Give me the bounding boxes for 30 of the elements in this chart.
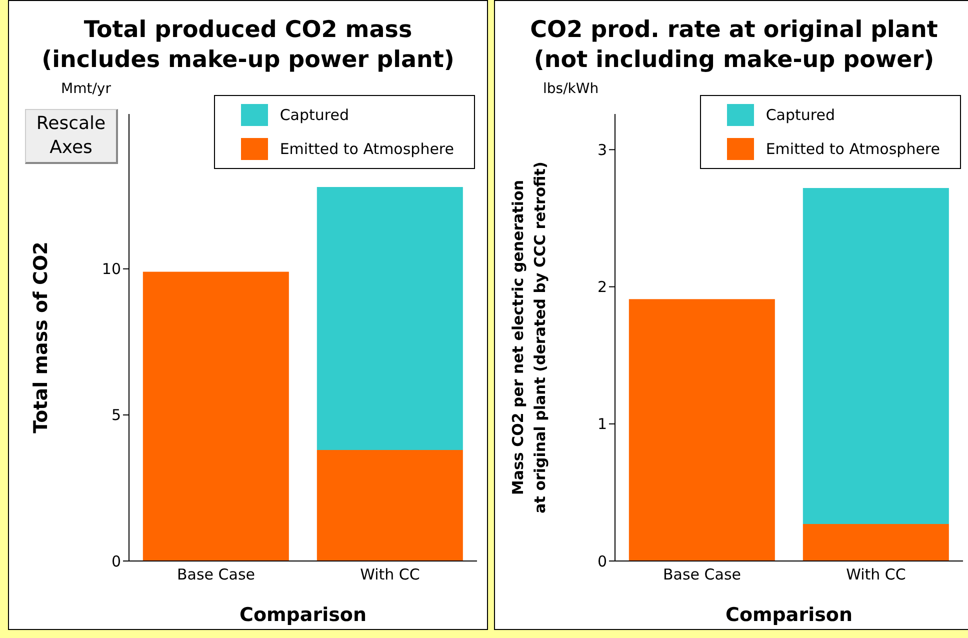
rescale-button: Rescale Axes bbox=[25, 109, 118, 164]
legend-label: Captured bbox=[280, 106, 349, 124]
bar bbox=[628, 299, 775, 561]
x-tick-label: With CC bbox=[360, 566, 420, 584]
legend-label: Emitted to Atmosphere bbox=[766, 140, 940, 158]
text: Mmt/yr bbox=[61, 81, 111, 97]
y-tick-label: 10 bbox=[102, 260, 121, 278]
x-axis-title: Comparison bbox=[726, 604, 852, 626]
x-tick-label: With CC bbox=[846, 566, 906, 584]
x-axis-title: Comparison bbox=[240, 604, 366, 626]
y-tick-label: 3 bbox=[597, 140, 607, 159]
legend-label: Captured bbox=[766, 106, 835, 124]
text: lbs/kWh bbox=[543, 81, 599, 97]
y-tick-label: 2 bbox=[597, 278, 607, 296]
bar bbox=[802, 188, 949, 524]
y-tick-label: 1 bbox=[597, 415, 607, 434]
chart-title: CO2 prod. rate at original plant (not including make-up power) bbox=[529, 16, 939, 75]
y-axis-title: Mass CO2 per net electric generation at original plant (derated by CCC retrofit) bbox=[509, 162, 549, 514]
y-axis-title: Total mass of CO2 bbox=[30, 242, 52, 434]
bar bbox=[802, 524, 949, 561]
y-tick-label: 0 bbox=[597, 552, 607, 570]
y-tick-label: 0 bbox=[111, 552, 121, 570]
bar bbox=[316, 450, 463, 561]
x-tick-label: Base Case bbox=[176, 566, 256, 584]
y-tick-label: 5 bbox=[111, 406, 121, 424]
x-tick-label: Base Case bbox=[662, 566, 742, 584]
bar bbox=[316, 187, 463, 450]
legend-label: Emitted to Atmosphere bbox=[280, 140, 454, 158]
bar bbox=[142, 272, 289, 561]
chart-title: Total produced CO2 mass (includes make-up power plant) bbox=[40, 16, 456, 75]
